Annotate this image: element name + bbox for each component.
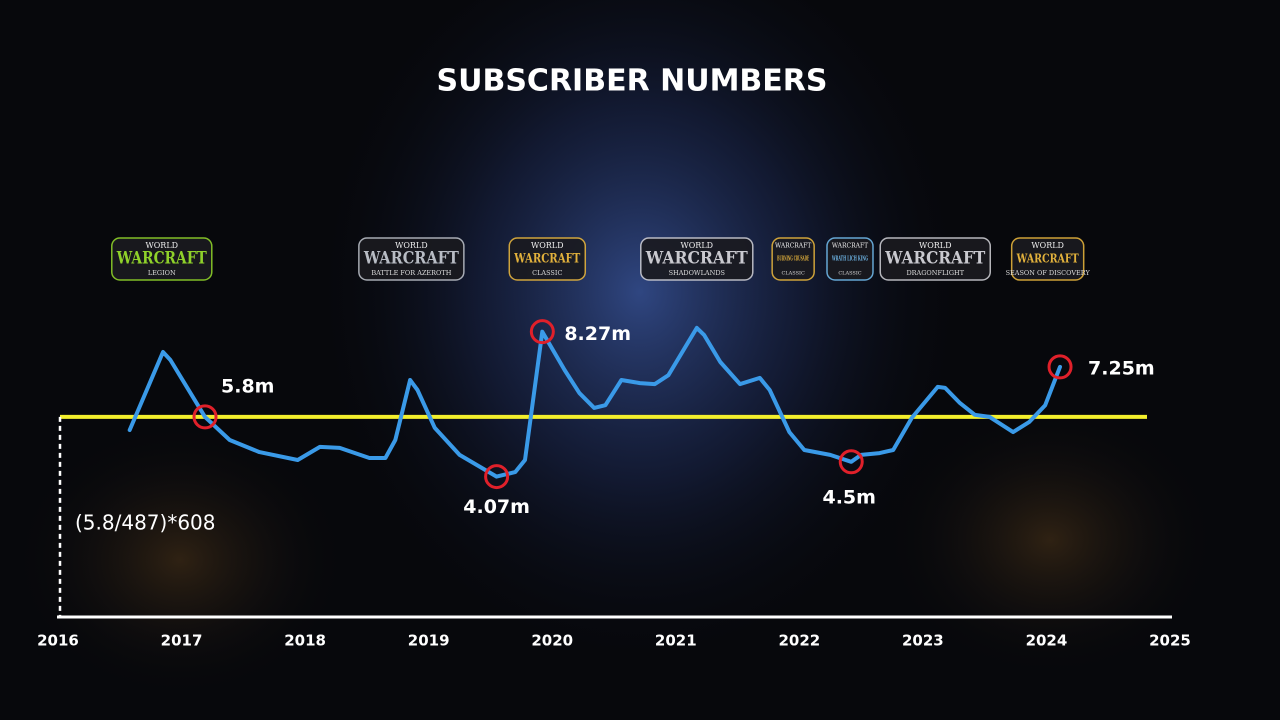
logo-subtitle: DRAGONFLIGHT [906,269,964,277]
value-label: 7.25m [1088,357,1155,379]
logo-subtitle: CLASSIC [781,271,804,277]
highlight-marker [484,464,510,490]
x-tick-label: 2022 [778,632,820,650]
logo-name: WARCRAFT [645,249,748,269]
expansion-logo: WORLD WARCRAFT SEASON OF DISCOVERY [1006,237,1091,281]
logo-plate [826,237,874,281]
x-tick-label: 2025 [1149,632,1191,650]
logo-subtitle: CLASSIC [532,269,562,277]
logo-plate [879,237,991,281]
x-tick-label: 2021 [655,632,697,650]
logo-subtitle: CLASSIC [838,271,861,277]
highlight-marker [192,404,218,430]
logo-plate [771,237,815,281]
logo-top: WARCRAFT [832,243,868,250]
logo-name: WARCRAFT [513,251,580,266]
logo-plate [508,237,587,281]
value-label: 8.27m [564,323,631,345]
highlight-marker [838,449,864,475]
logo-name: WARCRAFT [1016,252,1079,266]
x-tick-label: 2018 [284,632,326,650]
data-line [127,325,1062,479]
chart-title: SUBSCRIBER NUMBERS [436,64,827,99]
x-tick-label: 2024 [1026,632,1068,650]
logo-top: WORLD [1031,241,1064,250]
logo-top: WORLD [531,241,564,250]
logo-name: BURNING CRUSADE [777,256,809,263]
highlight-marker [529,319,555,345]
logo-top: WORLD [146,241,179,250]
highlight-marker [1047,354,1073,380]
logo-name: WRATH LICH KING [831,256,868,263]
x-tick-label: 2020 [531,632,573,650]
logo-subtitle: SEASON OF DISCOVERY [1006,269,1091,277]
logo-plate [1010,237,1085,281]
x-tick-label: 2019 [408,632,450,650]
value-label: 4.07m [463,496,530,518]
logo-plate [111,237,213,281]
expansion-logo: WARCRAFT WRATH LICH KING CLASSIC [826,237,874,281]
logo-subtitle: LEGION [148,269,176,277]
expansion-logo: WARCRAFT BURNING CRUSADE CLASSIC [771,237,815,281]
logo-top: WORLD [681,241,714,250]
value-label: 4.5m [822,486,875,508]
logo-name: WARCRAFT [116,248,207,268]
logo-plate [640,237,754,281]
logo-name: WARCRAFT [363,249,459,269]
x-tick-label: 2016 [37,632,79,650]
background-glow [310,0,970,710]
logo-name: WARCRAFT [884,249,985,269]
value-label: 5.8m [221,375,274,397]
logo-top: WARCRAFT [775,243,811,250]
background-glow [10,420,350,700]
logo-top: WORLD [919,241,952,250]
note: (5.8/487)*608 [75,511,216,535]
x-tick-label: 2017 [161,632,203,650]
x-tick-label: 2023 [902,632,944,650]
background-glow [880,400,1220,680]
logo-subtitle: SHADOWLANDS [669,269,725,277]
logo-top: WORLD [395,241,428,250]
logo-subtitle: BATTLE FOR AZEROTH [371,269,451,277]
logo-plate [358,237,465,281]
